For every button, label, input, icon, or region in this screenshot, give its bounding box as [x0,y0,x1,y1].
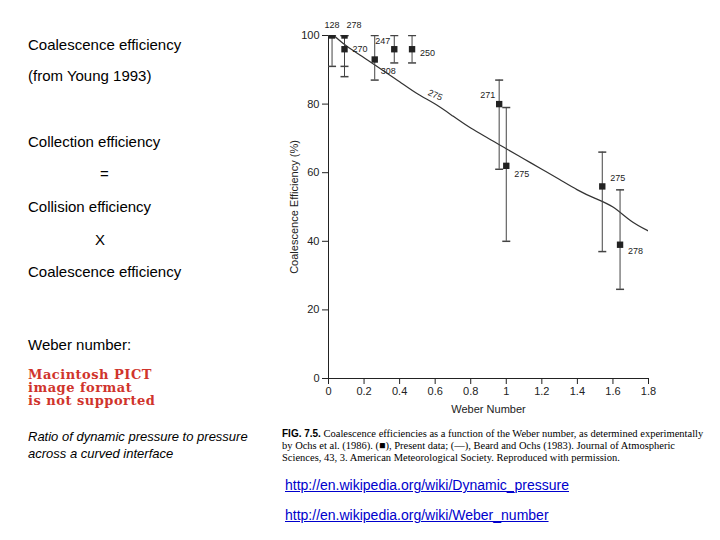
html-text:image format: image format [28,380,133,395]
html-text:Coalescence efficiency: Coalescence efficiency [28,263,182,280]
svg-text:20: 20 [307,303,319,315]
svg-text:1.4: 1.4 [570,385,585,397]
svg-text:1.8: 1.8 [641,385,656,397]
html-text:Weber number:: Weber number: [28,336,132,353]
svg-text:0.8: 0.8 [463,385,478,397]
svg-text:1.2: 1.2 [534,385,549,397]
html-text:FIG. 7.5. Coalescence efficien: FIG. 7.5. Coalescence efficiencies as a … [282,428,704,463]
svg-text:80: 80 [307,98,319,110]
svg-text:247: 247 [375,36,390,46]
svg-text:271: 271 [480,90,495,100]
svg-text:0: 0 [325,385,331,397]
svg-text:1: 1 [503,385,509,397]
html-text:http://en.wikipedia.org/wiki/D: http://en.wikipedia.org/wiki/Dynamic_pre… [285,477,569,493]
svg-text:0.2: 0.2 [356,385,371,397]
svg-text:275: 275 [426,87,444,102]
svg-text:0.6: 0.6 [428,385,443,397]
html-text:Coalescence efficiency: Coalescence efficiency [28,36,182,53]
svg-text:278: 278 [347,20,362,30]
svg-text:308: 308 [381,66,396,76]
svg-text:Weber Number: Weber Number [451,403,526,415]
svg-text:1.6: 1.6 [605,385,620,397]
svg-text:Coalescence Efficiency (%): Coalescence Efficiency (%) [288,140,300,274]
svg-text:250: 250 [420,48,435,58]
svg-text:0: 0 [313,372,319,384]
svg-text:275: 275 [514,169,529,179]
html-text:is not supported: is not supported [28,393,156,408]
svg-text:275: 275 [610,173,625,183]
svg-text:100: 100 [301,29,319,41]
html-text:Collision efficiency: Collision efficiency [28,198,152,215]
html-text:http://en.wikipedia.org/wiki/W: http://en.wikipedia.org/wiki/Weber_numbe… [285,507,549,523]
svg-text:128: 128 [325,20,340,30]
html-text:X: X [95,231,105,248]
svg-text:60: 60 [307,166,319,178]
html-text:Macintosh PICT: Macintosh PICT [28,367,152,382]
html-text:(from Young 1993): (from Young 1993) [28,67,152,84]
svg-text:0.4: 0.4 [392,385,407,397]
svg-text:278: 278 [628,246,643,256]
svg-text:270: 270 [353,44,368,54]
html-text:Ratio of dynamic pressure to p: Ratio of dynamic pressure to pressure ac… [28,429,248,461]
svg-text:40: 40 [307,235,319,247]
html-text:Collection efficiency: Collection efficiency [28,133,161,150]
